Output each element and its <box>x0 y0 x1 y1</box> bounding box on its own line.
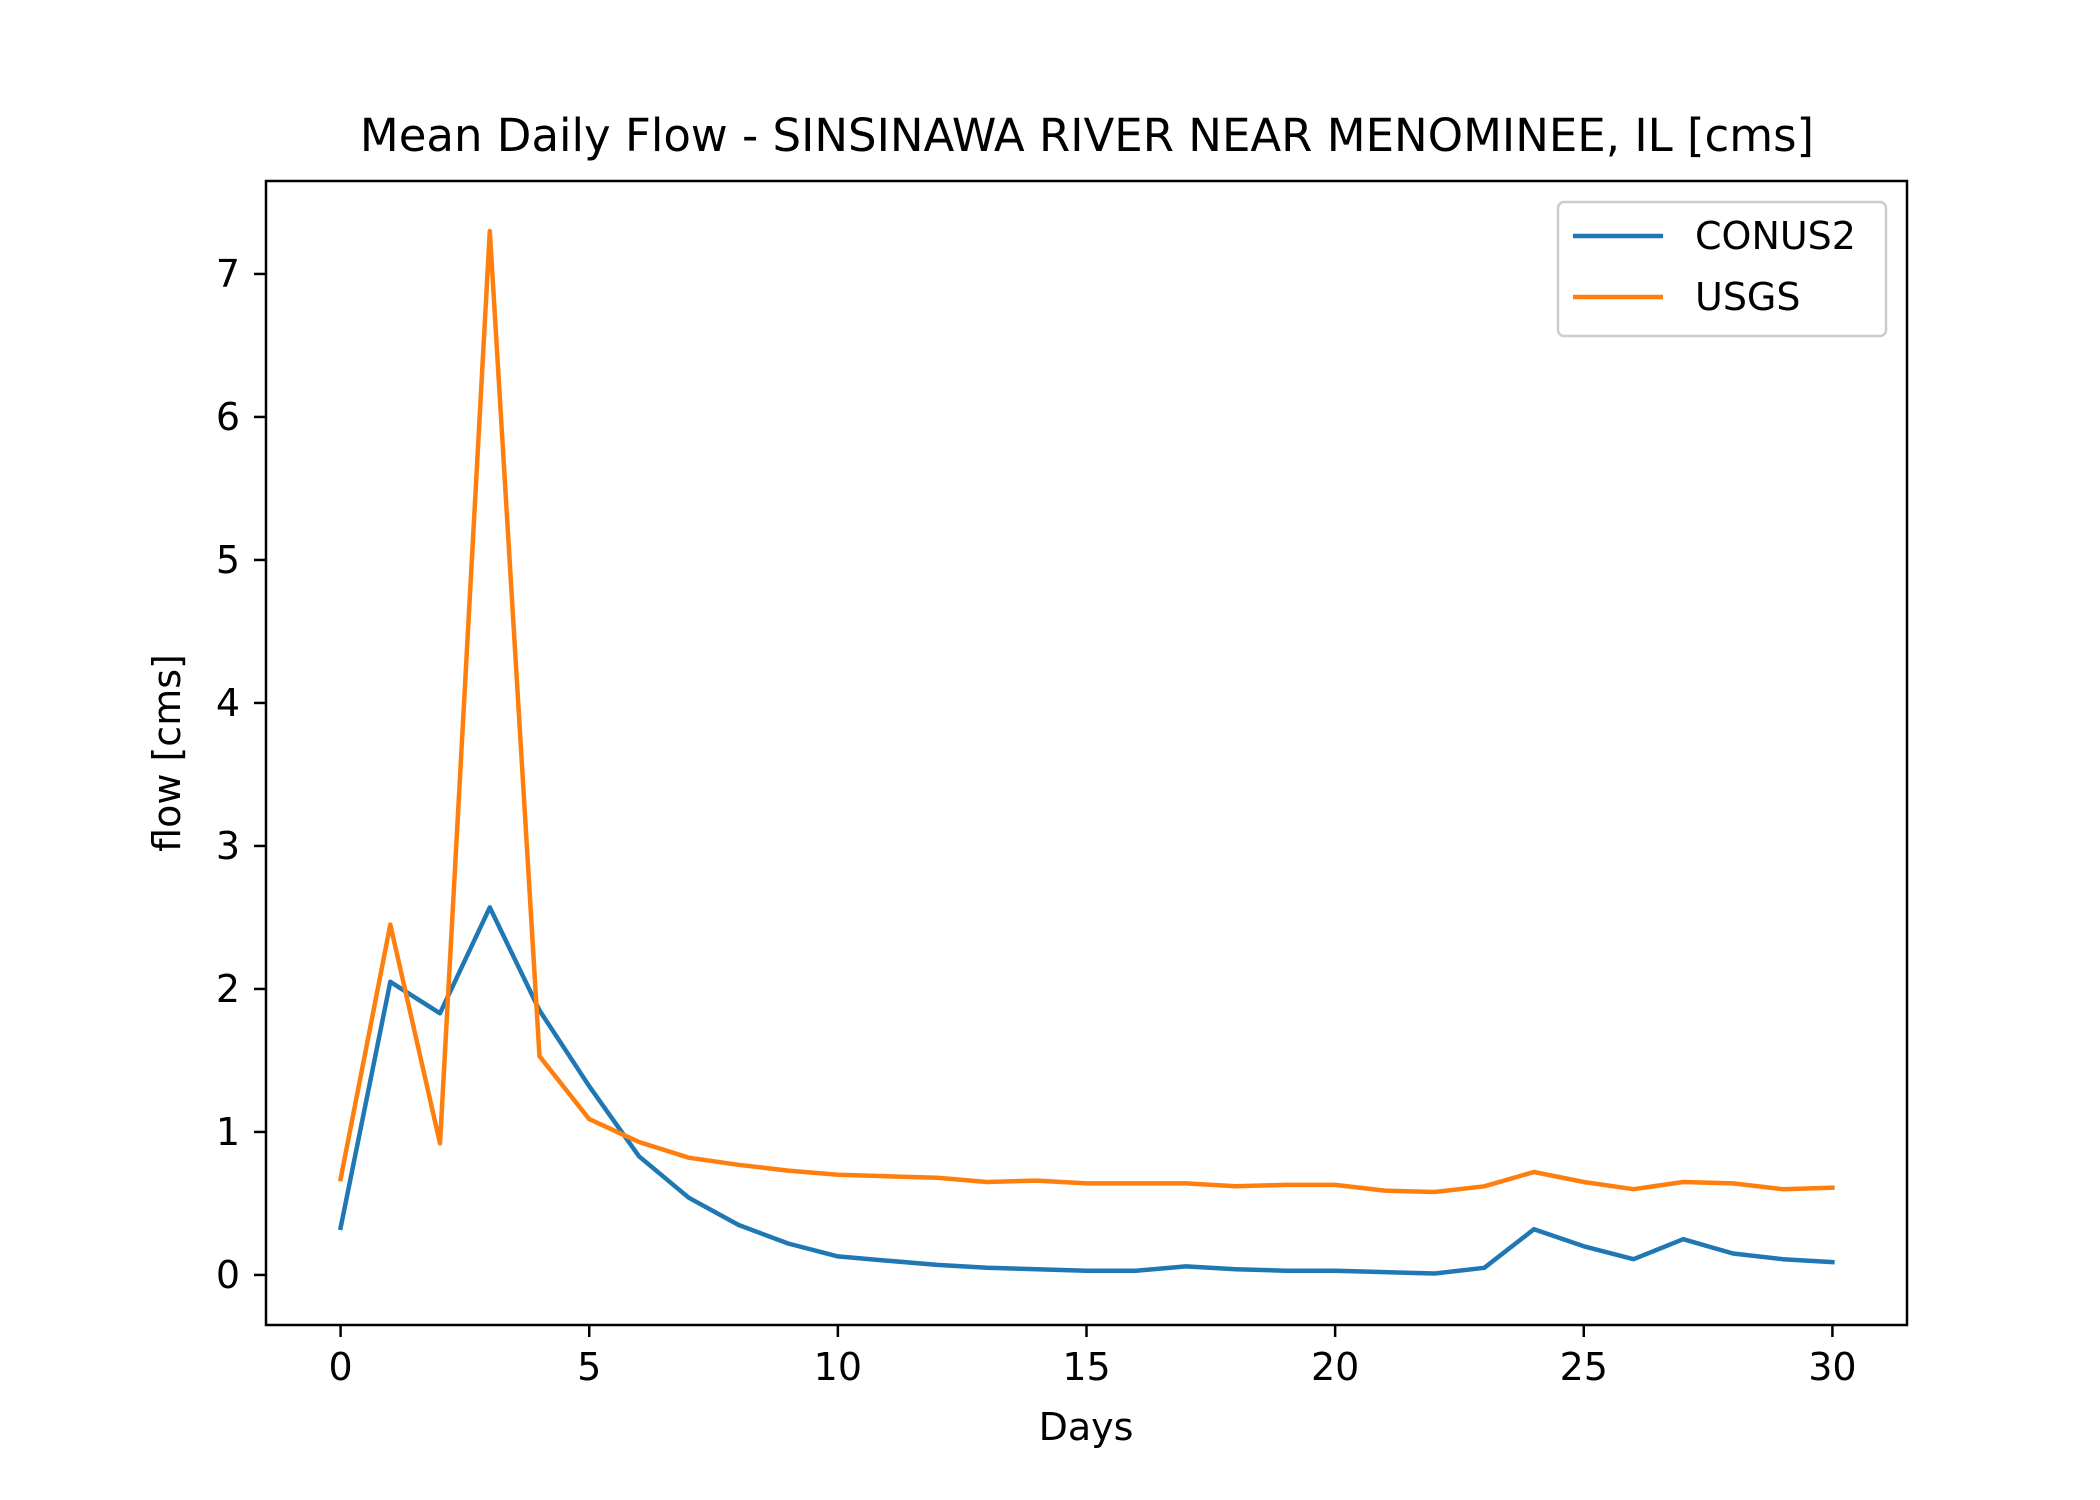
series-line-usgs <box>337 228 1835 1195</box>
legend-label-conus2: CONUS2 <box>1695 214 1856 258</box>
y-axis-label: flow [cms] <box>145 654 189 852</box>
y-axis: 0 1 2 3 4 5 6 7 <box>216 252 266 1297</box>
series-line-conus2 <box>337 905 1835 1276</box>
x-tick-label: 10 <box>814 1345 862 1389</box>
series-layer <box>337 228 1835 1276</box>
legend-label-usgs: USGS <box>1695 275 1801 319</box>
y-tick-label: 2 <box>216 967 240 1011</box>
x-tick-label: 0 <box>328 1345 352 1389</box>
y-tick-label: 3 <box>216 824 240 868</box>
y-tick-label: 6 <box>216 395 240 439</box>
x-tick-label: 30 <box>1808 1345 1856 1389</box>
x-tick-label: 25 <box>1560 1345 1608 1389</box>
x-axis-label: Days <box>1039 1405 1134 1449</box>
y-tick-label: 7 <box>216 252 240 296</box>
x-tick-label: 20 <box>1311 1345 1359 1389</box>
chart-title: Mean Daily Flow - SINSINAWA RIVER NEAR M… <box>360 109 1814 162</box>
legend-entries: CONUS2 USGS <box>1573 214 1856 319</box>
x-tick-label: 15 <box>1062 1345 1110 1389</box>
legend: CONUS2 USGS <box>1556 200 1888 338</box>
y-tick-label: 1 <box>216 1110 240 1154</box>
y-tick-label: 4 <box>216 681 240 725</box>
x-tick-label: 5 <box>577 1345 601 1389</box>
y-tick-label: 0 <box>216 1253 240 1297</box>
x-axis: 0 5 10 15 20 25 30 <box>328 1325 1857 1389</box>
y-tick-label: 5 <box>216 538 240 582</box>
